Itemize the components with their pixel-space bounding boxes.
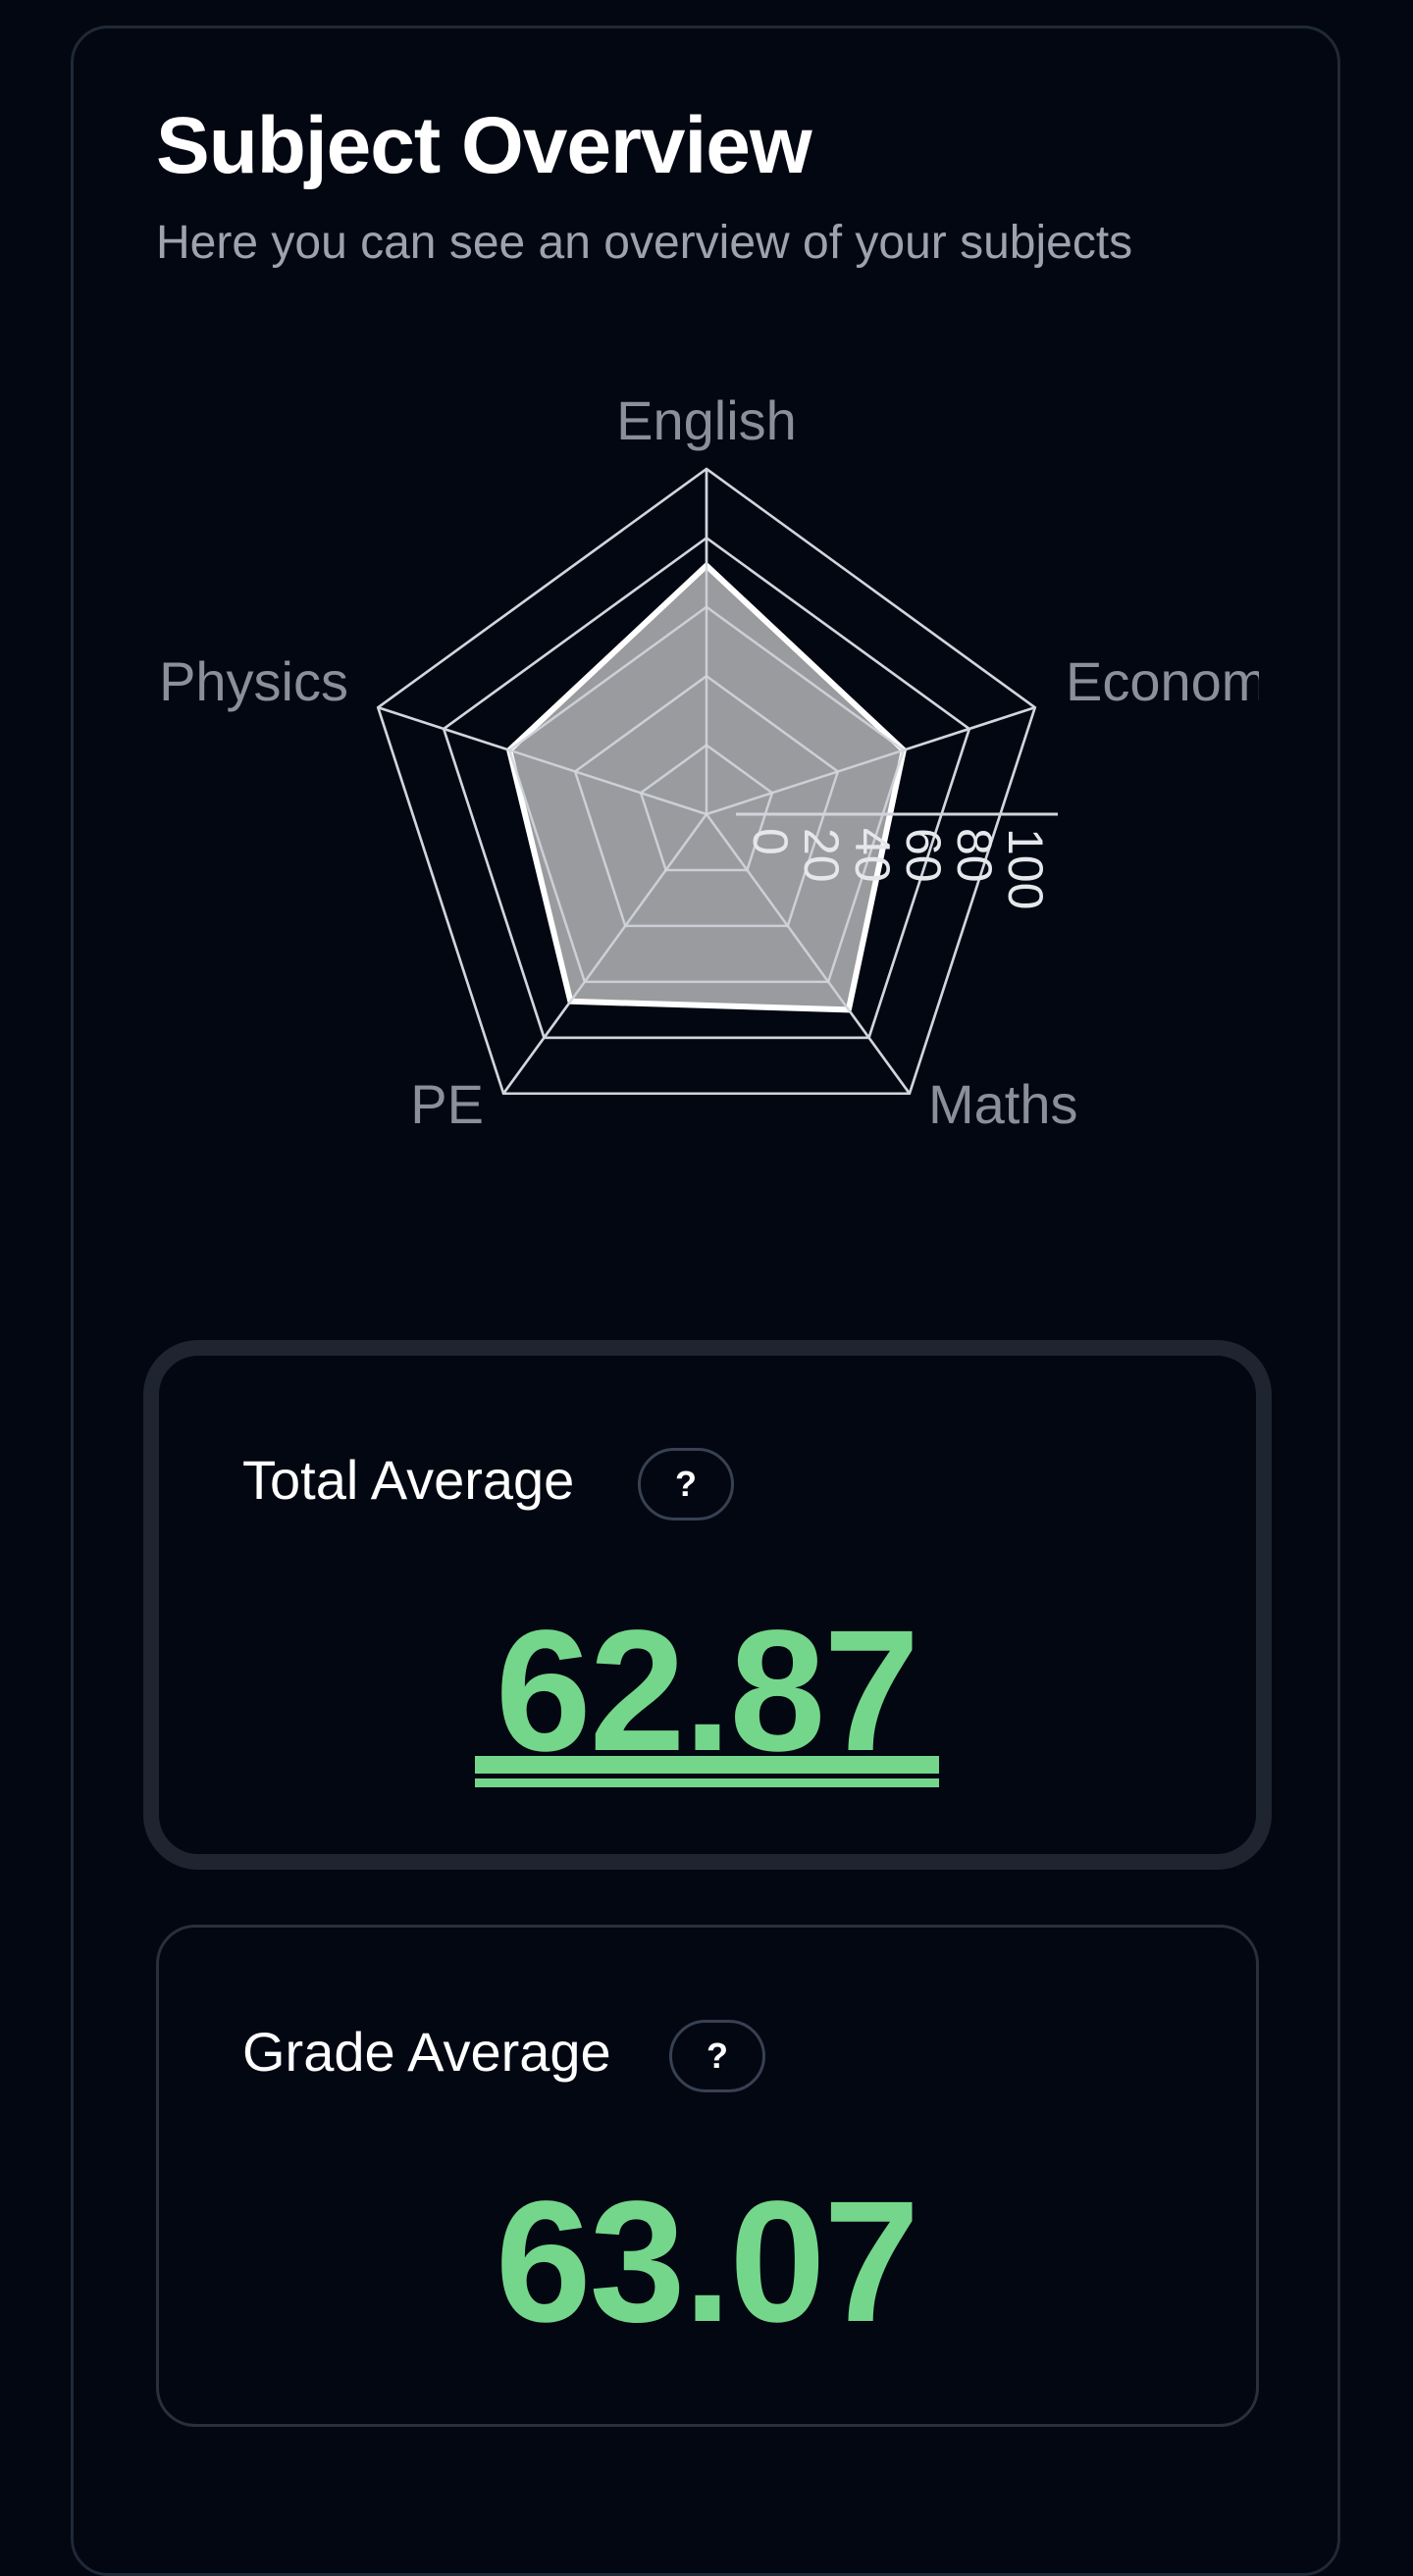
radar-grid-ring-overlay (639, 744, 774, 872)
grade-average-value: 63.07 (495, 2166, 919, 2358)
radar-grid-ring-overlay (573, 674, 840, 928)
page-subtitle: Here you can see an overview of your sub… (156, 217, 1133, 269)
subject-overview-card (71, 26, 1340, 2576)
grade-average-label: Grade Average (242, 2021, 611, 2083)
radar-category-label: PE (410, 1073, 484, 1135)
radar-spoke-overlay (705, 813, 911, 1095)
grade-average-help-button[interactable]: ? (669, 2020, 765, 2092)
radar-spoke-overlay (377, 706, 707, 816)
grade-average-card (156, 1925, 1259, 2427)
radar-grid-ring-overlay (376, 467, 1037, 1096)
radar-spoke-overlay (502, 813, 708, 1095)
radar-grid-ring-overlay (507, 605, 906, 984)
radar-tick-label: 20 (794, 828, 849, 883)
radar-category-label: Econom (1066, 650, 1267, 712)
total-average-underline (475, 1756, 939, 1774)
total-average-value: 62.87 (495, 1595, 919, 1787)
radar-grid-ring-overlay (442, 536, 971, 1040)
radar-category-label: Maths (928, 1073, 1078, 1135)
total-average-underline-thin (475, 1778, 939, 1787)
radar-tick-label: 60 (896, 828, 951, 883)
page-title: Subject Overview (156, 101, 812, 190)
total-average-label: Total Average (242, 1449, 575, 1511)
radar-category-label: English (616, 389, 797, 451)
radar-spoke-overlay (706, 706, 1036, 816)
total-average-card (143, 1340, 1272, 1870)
radar-category-label: Physics (159, 650, 348, 712)
total-average-help-button[interactable]: ? (638, 1448, 734, 1520)
radar-tick-label: 80 (947, 828, 1002, 883)
radar-tick-label: 40 (845, 828, 900, 883)
radar-tick-label: 100 (998, 828, 1053, 909)
radar-tick-label: 0 (743, 828, 798, 855)
